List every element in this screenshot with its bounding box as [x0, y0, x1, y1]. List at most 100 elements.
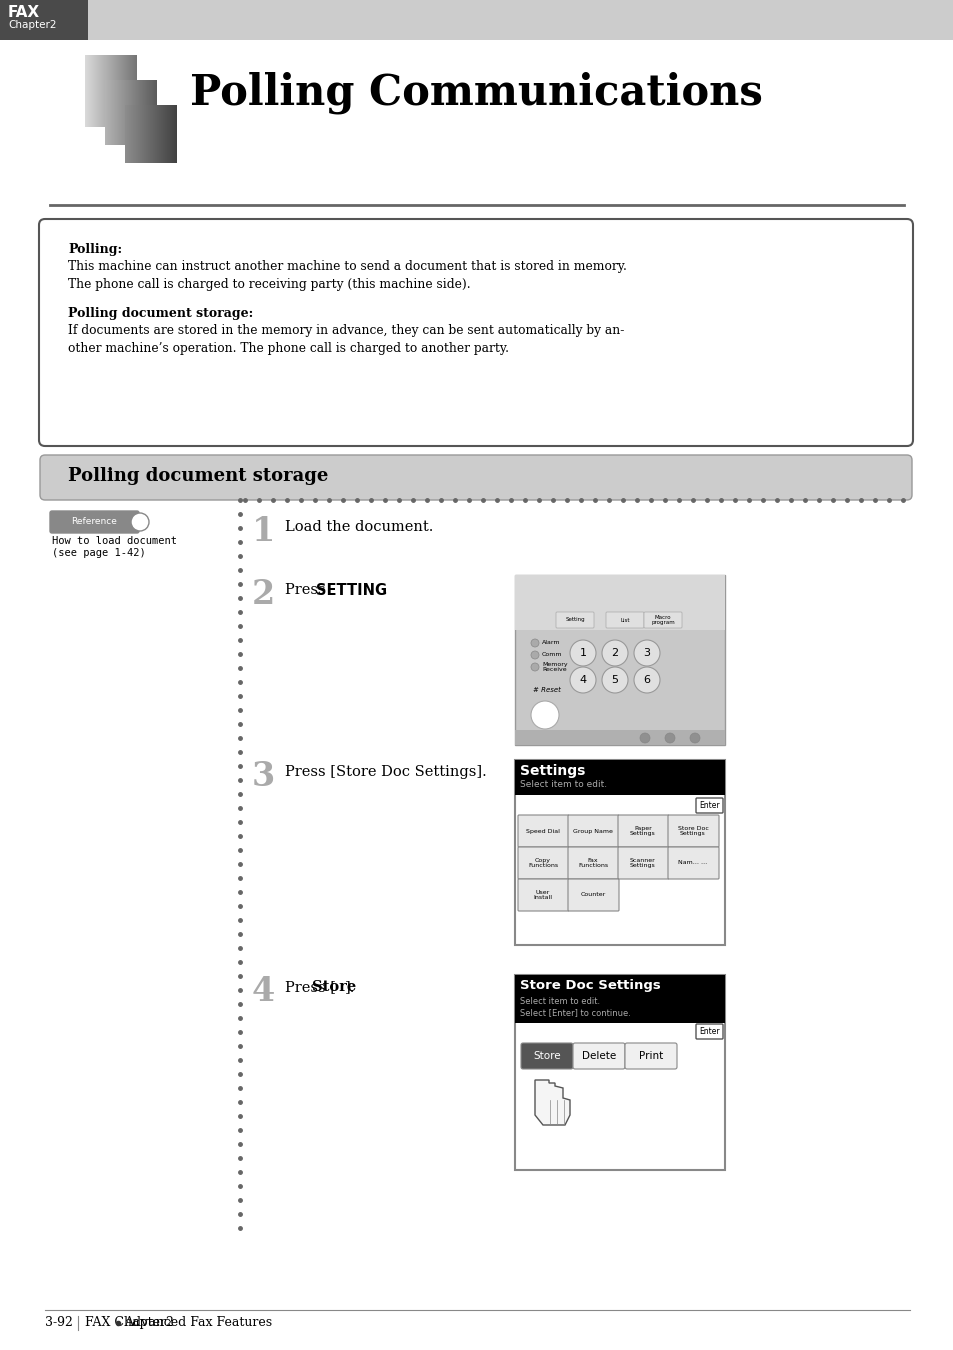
FancyBboxPatch shape — [517, 815, 568, 846]
Bar — [0, 0, 953, 40]
Bar — [130, 105, 131, 163]
Bar — [148, 80, 149, 144]
Circle shape — [131, 513, 149, 531]
Text: 1: 1 — [252, 514, 275, 548]
Bar — [131, 105, 132, 163]
Bar — [146, 80, 147, 144]
Text: Paper
Settings: Paper Settings — [630, 826, 655, 836]
Bar — [150, 105, 151, 163]
Bar — [124, 55, 125, 127]
Bar — [123, 55, 124, 127]
Text: 3-92: 3-92 — [45, 1316, 72, 1328]
Bar — [117, 55, 118, 127]
Text: Group Name: Group Name — [573, 829, 612, 833]
Circle shape — [569, 667, 596, 693]
Bar — [126, 55, 127, 127]
Circle shape — [601, 640, 627, 666]
Text: (see page 1-42): (see page 1-42) — [52, 548, 146, 558]
Bar — [143, 105, 144, 163]
Text: Nam… …: Nam… … — [678, 860, 707, 865]
Text: Fax
Functions: Fax Functions — [578, 857, 607, 868]
Text: Store: Store — [533, 1052, 560, 1061]
Bar — [163, 105, 164, 163]
Bar — [127, 105, 128, 163]
FancyBboxPatch shape — [667, 815, 719, 846]
Bar — [107, 80, 108, 144]
Bar — [98, 55, 99, 127]
FancyBboxPatch shape — [567, 879, 618, 911]
Text: Chapter2: Chapter2 — [8, 20, 56, 30]
Bar — [108, 80, 109, 144]
Bar — [121, 55, 122, 127]
Text: Press [: Press [ — [285, 980, 335, 994]
Bar — [95, 55, 96, 127]
Bar — [109, 55, 110, 127]
FancyBboxPatch shape — [50, 512, 139, 533]
Bar — [87, 55, 88, 127]
FancyBboxPatch shape — [643, 612, 681, 628]
Bar — [100, 55, 101, 127]
Bar — [137, 105, 138, 163]
Bar — [140, 105, 141, 163]
FancyBboxPatch shape — [696, 798, 722, 813]
Bar — [138, 80, 139, 144]
FancyBboxPatch shape — [39, 219, 912, 446]
Bar — [121, 80, 122, 144]
Bar — [165, 105, 166, 163]
Bar — [103, 55, 104, 127]
Bar — [115, 80, 116, 144]
Bar — [130, 55, 131, 127]
Bar — [113, 80, 115, 144]
Bar — [91, 55, 92, 127]
Circle shape — [639, 733, 649, 743]
Text: Select [Enter] to continue.: Select [Enter] to continue. — [519, 1008, 630, 1017]
Bar — [145, 105, 146, 163]
Text: 4: 4 — [252, 975, 275, 1008]
Text: FAX Chapter2: FAX Chapter2 — [85, 1316, 173, 1328]
FancyBboxPatch shape — [573, 1044, 624, 1069]
Bar — [145, 80, 146, 144]
Bar — [139, 105, 140, 163]
FancyBboxPatch shape — [40, 455, 911, 500]
Text: Reference: Reference — [71, 517, 117, 526]
Bar — [96, 55, 97, 127]
Bar — [168, 105, 169, 163]
Text: Polling document storage: Polling document storage — [68, 467, 328, 485]
Bar — [88, 55, 89, 127]
Circle shape — [531, 639, 538, 647]
Bar — [109, 80, 110, 144]
Text: 3: 3 — [252, 760, 275, 792]
Text: 1: 1 — [578, 648, 586, 657]
Bar — [99, 55, 100, 127]
Text: Enter: Enter — [699, 1027, 720, 1037]
Bar — [148, 105, 149, 163]
Bar — [142, 80, 143, 144]
Bar — [125, 80, 126, 144]
Text: 5: 5 — [611, 675, 618, 684]
Bar — [157, 105, 158, 163]
Bar — [164, 105, 165, 163]
Text: Polling:: Polling: — [68, 243, 122, 256]
Bar — [160, 105, 161, 163]
Bar — [156, 105, 157, 163]
Bar — [147, 80, 148, 144]
Bar — [131, 55, 132, 127]
Text: Store Doc
Settings: Store Doc Settings — [677, 826, 708, 836]
Bar — [0, 0, 88, 40]
Bar — [151, 105, 152, 163]
Bar — [147, 105, 148, 163]
Text: other machine’s operation. The phone call is charged to another party.: other machine’s operation. The phone cal… — [68, 342, 509, 355]
Bar — [146, 105, 147, 163]
Bar — [126, 105, 127, 163]
Text: FAX: FAX — [8, 5, 40, 20]
Bar — [142, 105, 143, 163]
Bar — [106, 55, 107, 127]
Bar — [130, 80, 131, 144]
Bar — [141, 105, 142, 163]
Bar — [139, 80, 140, 144]
Bar — [129, 80, 130, 144]
Bar — [108, 55, 109, 127]
Text: 3: 3 — [643, 648, 650, 657]
Text: Polling Communications: Polling Communications — [190, 72, 762, 115]
Bar — [141, 80, 142, 144]
